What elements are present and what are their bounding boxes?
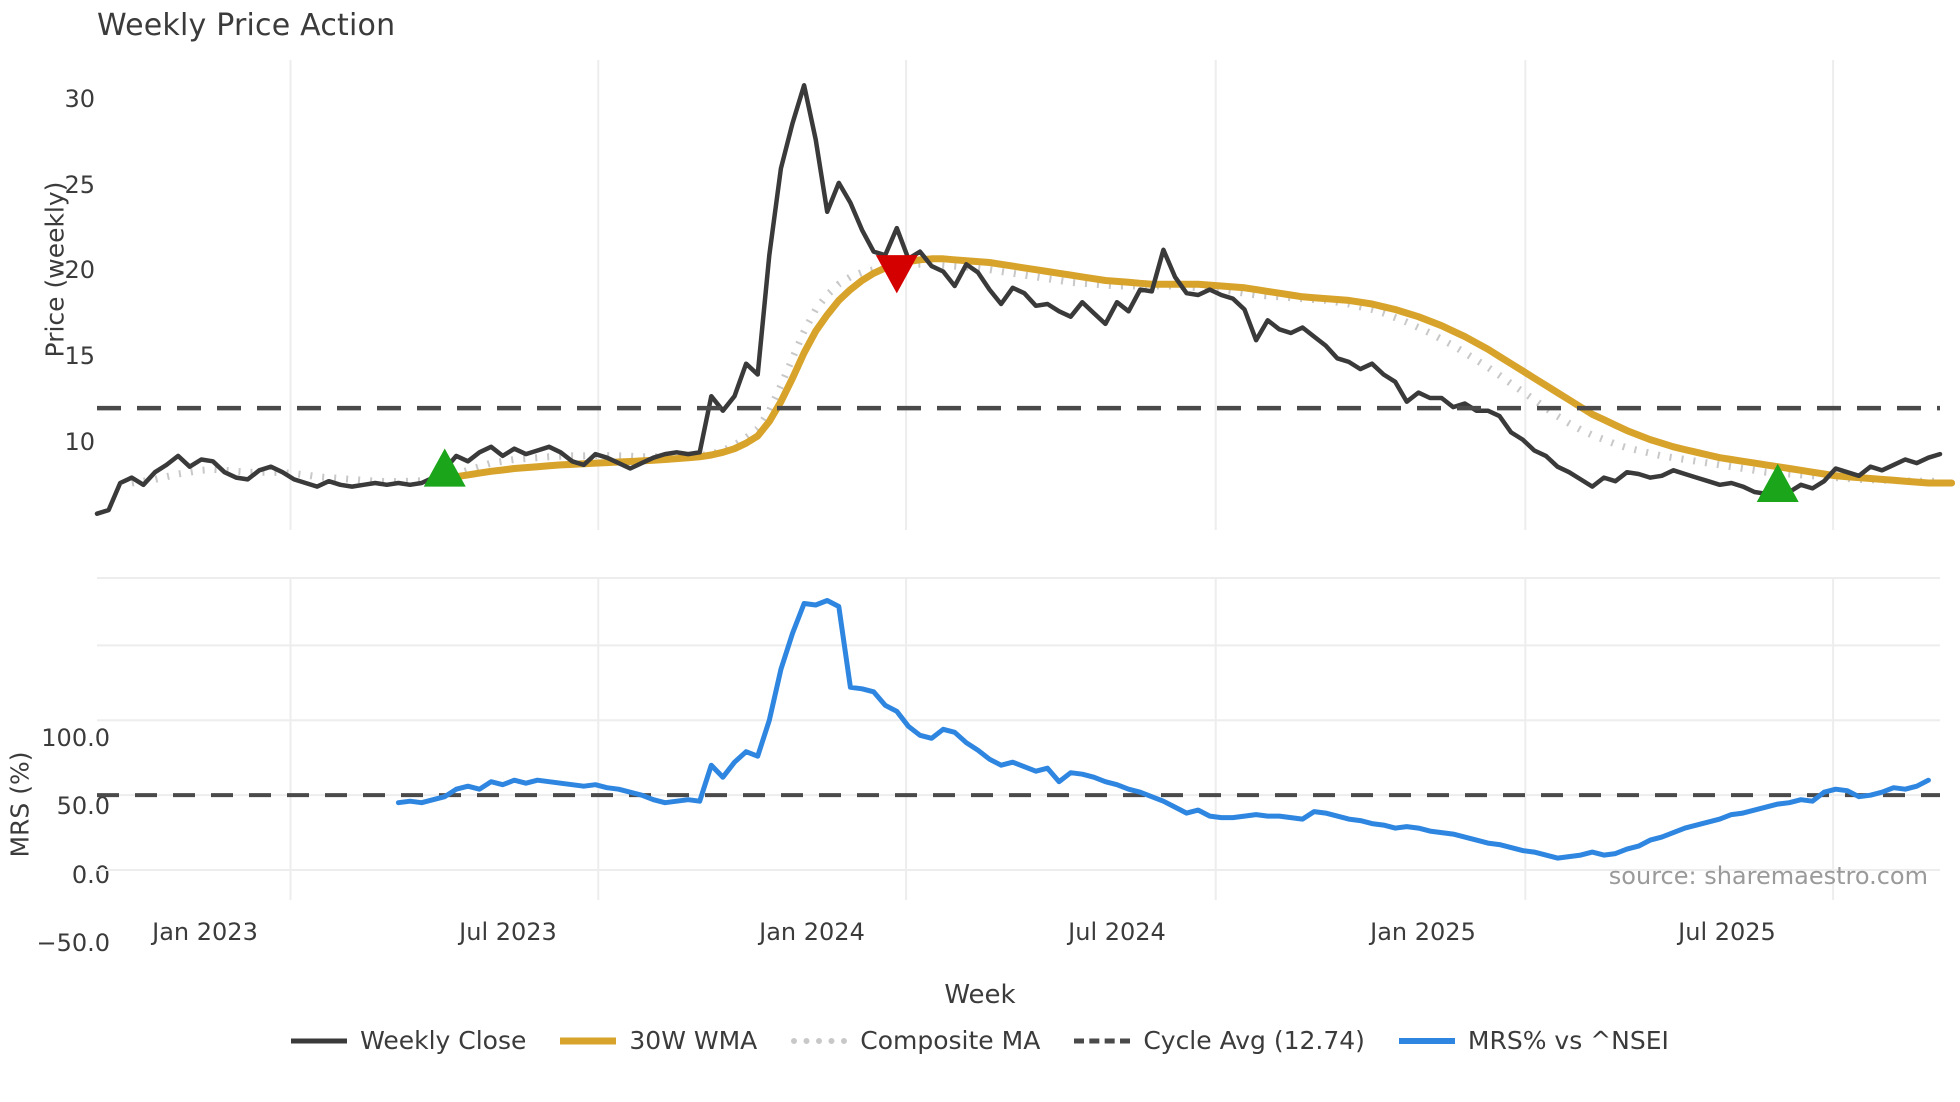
xtick-jan-2025: Jan 2025 (1370, 918, 1476, 946)
legend-swatch-icon (560, 1031, 617, 1051)
xtick-jan-2024: Jan 2024 (759, 918, 865, 946)
legend-swatch-icon (791, 1031, 848, 1051)
series-mrs-pct-vs-nsei (395, 598, 1931, 861)
legend-label: Cycle Avg (12.74) (1143, 1026, 1365, 1055)
legend-label: MRS% vs ^NSEI (1467, 1026, 1669, 1055)
price-ytick-15: 15 (64, 342, 95, 370)
legend-label: Composite MA (860, 1026, 1041, 1055)
sell-signal-marker-1 (875, 255, 918, 294)
buy-signal-marker-2 (1756, 463, 1799, 503)
legend-swatch-icon (1074, 1031, 1131, 1051)
gridlines (97, 60, 1940, 900)
buy-signal-marker-0 (423, 448, 466, 487)
legend-swatch-icon (1398, 1031, 1455, 1051)
series-30w-wma (441, 255, 1956, 487)
xtick-jul-2025: Jul 2025 (1678, 918, 1776, 946)
page-title: Weekly Price Action (97, 8, 396, 43)
legend-label: 30W WMA (629, 1026, 758, 1055)
price-series-layer (94, 83, 1956, 516)
x-axis-label: Week (944, 980, 1016, 1010)
price-ytick-10: 10 (64, 428, 95, 456)
source-watermark: source: sharemaestro.com (1608, 862, 1928, 890)
price-ytick-30: 30 (64, 85, 95, 113)
legend-label: Weekly Close (360, 1026, 527, 1055)
legend-item-30w-wma[interactable]: 30W WMA (560, 1026, 757, 1055)
mrs-ytick-100: 100.0 (41, 724, 110, 752)
xtick-jan-2023: Jan 2023 (152, 918, 258, 946)
legend-item-cycle-avg-12-74[interactable]: Cycle Avg (12.74) (1074, 1026, 1365, 1055)
signal-markers-layer (423, 255, 1799, 503)
legend-item-weekly-close[interactable]: Weekly Close (291, 1026, 526, 1055)
mrs-series-layer (97, 598, 1940, 861)
xtick-jul-2023: Jul 2023 (459, 918, 557, 946)
price-ytick-25: 25 (64, 171, 95, 199)
series-weekly-close (94, 83, 1943, 516)
legend-item-mrs-vs-nsei[interactable]: MRS% vs ^NSEI (1398, 1026, 1669, 1055)
legend-item-composite-ma[interactable]: Composite MA (791, 1026, 1040, 1055)
mrs-ytick-neg50: −50.0 (36, 929, 110, 957)
chart-legend: Weekly Close 30W WMA Composite MA Cycle Avg… (0, 1026, 1960, 1055)
price-ytick-20: 20 (64, 256, 95, 284)
mrs-ytick-0: 0.0 (71, 861, 110, 889)
xtick-jul-2024: Jul 2024 (1068, 918, 1166, 946)
series-composite-ma (131, 260, 1940, 487)
legend-swatch-icon (291, 1031, 348, 1051)
